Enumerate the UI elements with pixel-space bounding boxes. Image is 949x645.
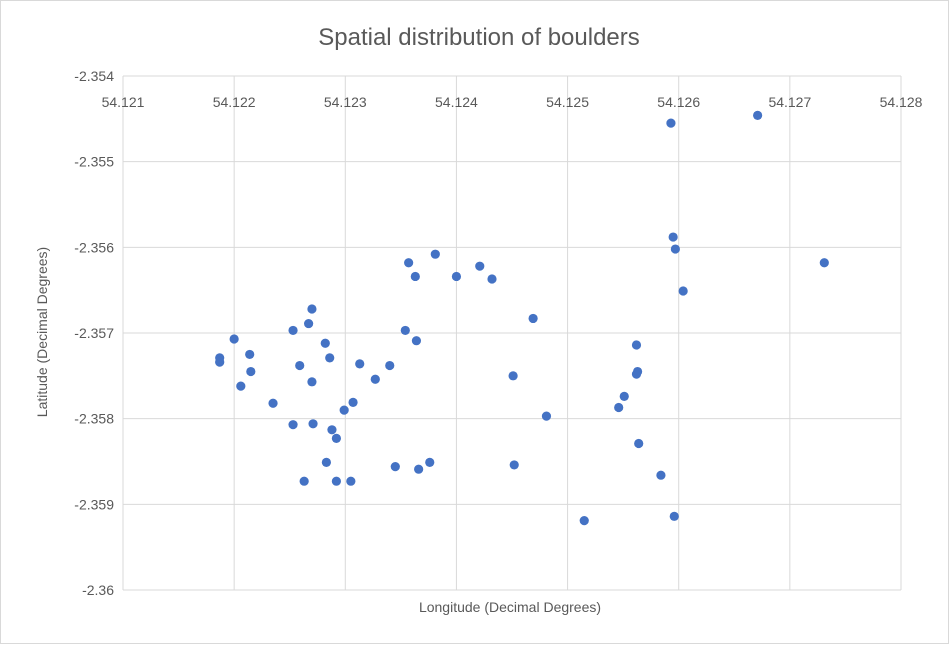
data-point [668,232,678,242]
data-point [508,371,518,381]
data-point [320,338,330,348]
data-point [288,325,298,336]
data-point [475,261,485,271]
data-point [631,369,642,379]
data-point [299,476,309,486]
x-tick-label: 54.125 [546,94,589,110]
data-point [451,271,462,282]
x-tick-label: 54.128 [880,94,923,110]
y-tick-label: -2.354 [74,68,114,84]
data-point [245,349,255,360]
x-tick-label: 54.127 [768,94,811,110]
data-point [390,462,400,472]
data-point [268,398,278,408]
data-point [528,313,538,324]
data-point [430,249,440,259]
y-axis-title: Latitude (Decimal Degrees) [34,247,50,417]
data-point [404,258,414,268]
data-point [215,357,225,367]
data-point [541,411,552,421]
data-point [487,274,497,284]
y-tick-label: -2.356 [74,239,114,255]
data-point [307,377,317,387]
data-point [325,353,335,363]
data-point [656,470,666,480]
data-point [666,118,676,128]
data-point [327,425,337,435]
x-tick-label: 54.126 [657,94,700,110]
data-point [579,516,589,526]
data-point [509,460,519,470]
y-tick-label: -2.359 [74,496,114,512]
x-axis-title: Longitude (Decimal Degrees) [419,599,601,615]
data-point [229,334,239,344]
data-point [614,402,624,413]
data-point [331,433,341,443]
data-point [346,476,356,486]
data-point [246,366,256,377]
data-point [819,258,829,268]
data-point [753,110,763,121]
data-point [355,359,365,369]
y-tick-label: -2.358 [74,411,114,427]
data-point [308,419,318,429]
data-point [339,405,349,415]
data-point [400,325,410,336]
data-point [348,397,358,407]
y-tick-label: -2.357 [74,325,114,341]
data-point [385,360,395,371]
chart-title: Spatial distribution of boulders [318,24,640,51]
data-point [321,457,331,467]
data-point [370,374,380,384]
data-point [669,511,679,521]
data-point [634,438,644,449]
x-tick-label: 54.122 [213,94,256,110]
y-tick-label: -2.36 [82,582,114,598]
data-point [678,286,688,296]
data-point [295,360,305,371]
data-point [670,244,680,254]
data-point [288,420,298,430]
data-point [307,304,317,314]
data-point [414,464,424,474]
data-points [215,110,829,526]
data-point [411,336,422,346]
data-point [631,340,642,350]
gridlines [122,75,902,591]
data-point [304,318,314,329]
x-tick-label: 54.123 [324,94,367,110]
data-point [619,391,629,401]
data-point [425,457,435,467]
x-tick-label: 54.121 [102,94,145,110]
y-tick-label: -2.355 [74,154,114,170]
x-tick-label: 54.124 [435,94,478,110]
tick-labels: 54.121 54.122 54.123 54.124 54.125 54.126 54.1… [74,68,922,598]
data-point [236,381,246,391]
data-point [331,476,341,486]
data-point [410,271,420,282]
